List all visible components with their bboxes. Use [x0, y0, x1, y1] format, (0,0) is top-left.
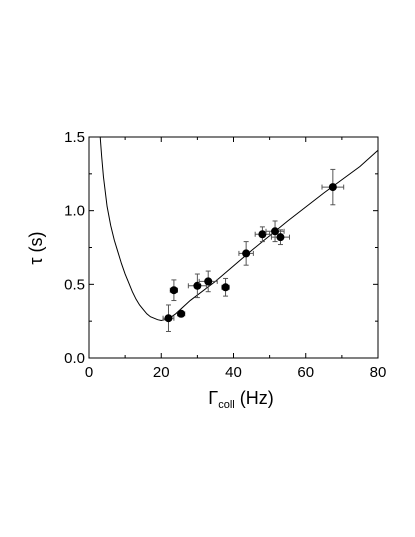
- data-point: [198, 270, 218, 293]
- y-tick-label: 0.5: [64, 276, 85, 293]
- tick-labels: 0 20 40 60 80 0.0 0.5 1.0 1.5: [64, 129, 386, 381]
- data-marker: [258, 230, 267, 239]
- data-marker: [242, 249, 251, 258]
- y-tick-label: 1.0: [64, 203, 85, 220]
- y-axis-label: τ (s): [26, 231, 46, 264]
- x-tick-label: 60: [297, 364, 314, 381]
- x-axis-label-symbol: Γ: [208, 388, 218, 408]
- data-marker: [164, 314, 173, 323]
- x-tick-label: 40: [225, 364, 242, 381]
- data-point: [169, 279, 179, 302]
- data-marker: [204, 277, 213, 286]
- y-tick-label: 1.5: [64, 129, 85, 146]
- data-point: [221, 277, 230, 297]
- data-point: [270, 229, 290, 246]
- x-axis-label: Γcoll (Hz): [208, 388, 273, 411]
- fit-curve-layer: [99, 136, 379, 321]
- data-marker: [169, 286, 178, 295]
- x-axis-label-unit: (Hz): [235, 388, 274, 408]
- data-marker: [271, 227, 280, 236]
- data-marker: [193, 281, 202, 290]
- data-marker: [221, 283, 230, 292]
- data-marker: [276, 233, 285, 242]
- data-point: [162, 304, 175, 332]
- data-point: [254, 226, 271, 243]
- data-points-layer: [162, 168, 345, 332]
- data-point: [321, 168, 345, 206]
- x-tick-label: 0: [85, 364, 93, 381]
- data-marker: [177, 309, 186, 318]
- x-tick-label: 20: [153, 364, 170, 381]
- x-axis-label-subscript: coll: [218, 399, 235, 411]
- x-tick-label: 80: [370, 364, 387, 381]
- y-tick-label: 0.0: [64, 350, 85, 367]
- data-point: [265, 220, 285, 243]
- data-marker: [328, 183, 337, 192]
- plot-frame: [88, 136, 379, 359]
- data-point: [177, 309, 186, 318]
- fit-curve: [99, 136, 379, 321]
- data-point: [187, 273, 207, 299]
- data-point: [238, 241, 254, 266]
- ticks: [88, 136, 379, 359]
